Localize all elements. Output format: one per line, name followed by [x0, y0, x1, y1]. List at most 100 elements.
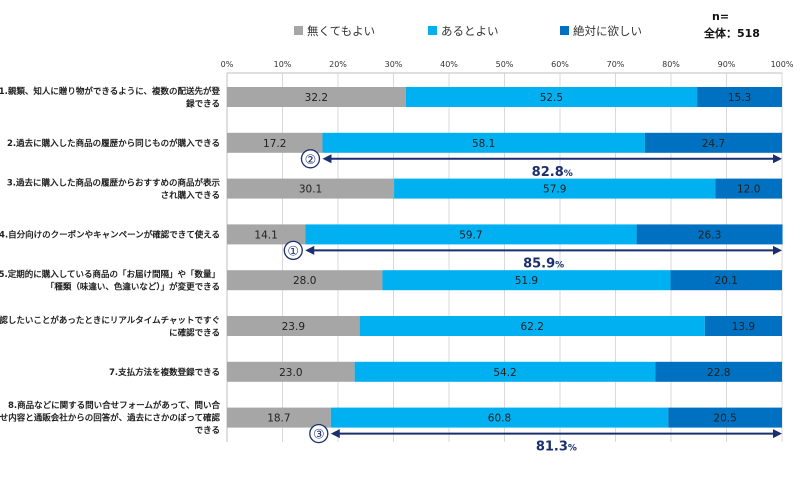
data-label: 54.2 [493, 367, 516, 379]
bar-segment [359, 316, 705, 336]
data-label: 18.7 [267, 413, 290, 425]
total-arrow-left-head [322, 154, 332, 164]
data-label: 32.2 [305, 92, 328, 104]
rank-circle [300, 149, 321, 169]
data-label: 58.1 [472, 138, 495, 150]
x-tick-label: 10% [274, 60, 292, 69]
legend-swatch [560, 26, 569, 35]
data-label: 30.1 [299, 184, 322, 196]
category-label: 「種類（味違い、色違いなど）」が変更できる [46, 281, 220, 292]
bar-segment [322, 132, 645, 153]
rank-number: ② [305, 153, 317, 168]
data-label: 59.7 [459, 229, 482, 241]
data-label: 12.0 [737, 184, 760, 196]
data-label: 13.9 [732, 321, 755, 333]
x-tick-label: 20% [329, 60, 347, 69]
bar-segment [227, 361, 355, 382]
bar-segment [227, 224, 306, 245]
bar-segment [668, 407, 782, 428]
rank-circle [283, 240, 303, 261]
category-label: 録できる [186, 98, 220, 109]
category-label: 1.親類、知人に贈り物ができるように、複数の配送先が登 [0, 86, 220, 97]
bar-segment [227, 270, 383, 291]
total-percentage: 82.8% [532, 165, 573, 180]
sample-note-value: 全体：518 [703, 26, 760, 40]
bar-segment [382, 270, 671, 291]
bar-segment [405, 87, 698, 107]
category-label: 4.自分向けのクーポンやキャンペーンが確認できて使える [0, 229, 220, 240]
category-label: 2.過去に購入した商品の履歴から同じものが購入できる [7, 138, 220, 149]
total-percentage-value: 82.8 [532, 165, 564, 180]
total-percentage-unit: % [564, 169, 573, 179]
x-tick-label: 100% [771, 60, 794, 69]
data-label: 20.1 [715, 275, 738, 287]
data-label: 62.2 [521, 321, 544, 333]
bar-segment [704, 316, 782, 336]
data-label: 28.0 [293, 275, 316, 287]
bar-segment [305, 224, 637, 245]
data-label: 24.7 [702, 138, 725, 150]
x-tick-label: 80% [662, 60, 680, 69]
sample-note-label: n= [712, 10, 729, 23]
bar-segment [227, 132, 323, 153]
category-label: 6.確認したいことがあったときにリアルタイムチャットですぐ [0, 315, 220, 326]
category-label: 8.商品などに関する問い合せフォームがあって、問い合 [8, 400, 221, 411]
category-label: できる [195, 426, 220, 436]
rank-number: ① [287, 244, 299, 259]
total-percentage-unit: % [568, 444, 577, 454]
legend-swatch [428, 26, 437, 35]
bar-segment [644, 132, 782, 153]
total-arrow-right-head [773, 429, 782, 439]
total-arrow-right-head [773, 154, 782, 164]
total-arrow-right-head [773, 245, 782, 255]
data-label: 23.9 [282, 321, 305, 333]
legend-label: 無くてもよい [307, 24, 375, 38]
bar-segment [227, 316, 360, 336]
bar-segment [227, 178, 395, 199]
data-label: 22.8 [707, 367, 730, 379]
rank-circle [309, 423, 329, 444]
rank-number: ③ [313, 428, 325, 443]
bar-segment [227, 407, 331, 428]
category-label: され購入できる [161, 190, 220, 201]
x-tick-label: 60% [551, 60, 569, 69]
data-label: 15.3 [728, 92, 751, 104]
category-label: 7.支払方法を複数登録できる [109, 367, 220, 378]
data-label: 51.9 [515, 275, 538, 287]
data-label: 17.2 [263, 138, 286, 150]
category-label: 3.過去に購入した商品の履歴からおすすめの商品が表示 [7, 177, 221, 188]
data-label: 52.5 [540, 92, 563, 104]
x-tick-label: 70% [607, 60, 625, 69]
total-arrow-left-head [330, 429, 340, 439]
total-percentage-value: 85.9 [523, 256, 555, 271]
data-label: 57.9 [543, 184, 566, 196]
legend-label: 絶対に欲しい [573, 24, 642, 38]
total-percentage: 81.3% [536, 440, 577, 455]
bar-segment [636, 224, 783, 245]
total-arrow-left-head [305, 245, 315, 255]
x-tick-label: 0% [221, 60, 234, 69]
bar-segment [394, 178, 716, 199]
category-label: せ内容と通販会社からの回答が、過去にさかのぼって確認 [0, 413, 220, 424]
legend-swatch [294, 26, 303, 35]
x-tick-label: 30% [385, 60, 403, 69]
total-percentage-unit: % [555, 260, 564, 270]
data-label: 26.3 [698, 229, 721, 241]
data-label: 23.0 [279, 367, 302, 379]
x-tick-label: 40% [440, 60, 458, 69]
data-label: 14.1 [254, 229, 277, 241]
data-label: 20.5 [713, 413, 736, 425]
total-percentage: 85.9% [523, 256, 564, 271]
category-label: 5.定期的に購入している商品の「お届け間隔」や「数量」 [0, 269, 220, 280]
data-label: 60.8 [488, 413, 511, 425]
x-tick-label: 50% [496, 60, 514, 69]
bar-segment [227, 87, 406, 107]
bar-segment [655, 361, 782, 382]
bar-segment [354, 361, 656, 382]
category-label: に確認できる [169, 327, 220, 338]
bar-segment [330, 407, 669, 428]
bar-segment [715, 178, 782, 199]
total-percentage-value: 81.3 [536, 440, 568, 455]
